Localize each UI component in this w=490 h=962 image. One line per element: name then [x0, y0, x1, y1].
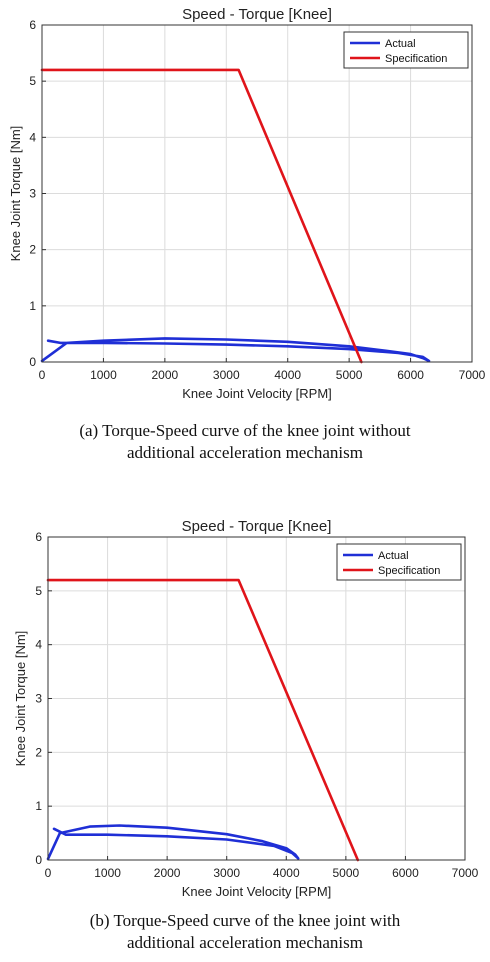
figure-caption-a: (a) Torque-Speed curve of the knee joint… [0, 420, 490, 464]
y-tick-label: 3 [35, 692, 42, 706]
legend-label-actual: Actual [385, 38, 416, 50]
legend-label-specification: Specification [385, 53, 447, 65]
y-tick-label: 1 [29, 299, 36, 313]
caption-line: additional acceleration mechanism [126, 443, 363, 462]
y-tick-label: 0 [29, 355, 36, 369]
x-tick-label: 0 [45, 866, 52, 880]
chart-panel-a: 0 1000 2000 3000 4000 5000 6000 7000 0 1 2 3 4 5 6 Spee… [0, 0, 490, 470]
x-axis-label: Knee Joint Velocity [RPM] [182, 884, 332, 899]
x-tick-label: 5000 [336, 368, 363, 382]
y-tick-label: 3 [29, 187, 36, 201]
x-tick-label: 3000 [213, 866, 240, 880]
x-tick-label: 3000 [213, 368, 240, 382]
caption-line: (b) Torque-Speed curve of the knee joint… [89, 911, 401, 930]
y-tick-label: 6 [35, 530, 42, 544]
caption-line: additional acceleration mechanism [126, 933, 363, 952]
y-axis-label: Knee Joint Torque [Nm] [8, 126, 23, 262]
torque-speed-chart-b: 0 1000 2000 3000 4000 5000 6000 7000 0 1 2 3 4 5 6 Spee… [13, 518, 479, 899]
x-tick-label: 6000 [392, 866, 419, 880]
x-tick-label: 1000 [90, 368, 117, 382]
y-tick-label: 2 [29, 243, 36, 257]
y-tick-label: 4 [29, 130, 36, 144]
legend-box [343, 31, 469, 69]
chart-panel-b: 0 1000 2000 3000 4000 5000 6000 7000 0 1 2 3 4 5 6 Spee… [0, 505, 490, 962]
y-axis-label: Knee Joint Torque [Nm] [13, 631, 28, 767]
x-tick-label: 4000 [274, 368, 301, 382]
y-tick-label: 1 [35, 799, 42, 813]
x-tick-label: 2000 [152, 368, 179, 382]
x-tick-label: 7000 [452, 866, 479, 880]
y-tick-label: 0 [35, 853, 42, 867]
y-tick-label: 2 [35, 745, 42, 759]
y-tick-label: 5 [35, 584, 42, 598]
series-line-actual [46, 824, 300, 861]
chart-title: Speed - Torque [Knee] [182, 6, 332, 23]
y-tick-label: 6 [29, 18, 36, 32]
x-tick-label: 2000 [154, 866, 181, 880]
series-line-specification [46, 578, 360, 862]
series-line-actual [40, 337, 431, 363]
torque-speed-chart-a: 0 1000 2000 3000 4000 5000 6000 7000 0 1 2 3 4 5 6 Spee… [8, 6, 486, 401]
legend-box [336, 543, 462, 581]
chart-title: Speed - Torque [Knee] [182, 518, 332, 535]
figure-caption-b: (b) Torque-Speed curve of the knee joint… [0, 910, 490, 954]
x-tick-label: 5000 [333, 866, 360, 880]
x-tick-label: 7000 [459, 368, 486, 382]
x-tick-label: 6000 [397, 368, 424, 382]
y-tick-label: 4 [35, 638, 42, 652]
x-tick-label: 1000 [94, 866, 121, 880]
x-axis-label: Knee Joint Velocity [RPM] [182, 386, 332, 401]
y-tick-label: 5 [29, 74, 36, 88]
x-tick-label: 4000 [273, 866, 300, 880]
legend-label-specification: Specification [378, 565, 440, 577]
caption-line: (a) Torque-Speed curve of the knee joint… [79, 421, 411, 440]
legend-label-actual: Actual [378, 550, 409, 562]
x-tick-label: 0 [39, 368, 46, 382]
series-line-specification [40, 68, 363, 364]
